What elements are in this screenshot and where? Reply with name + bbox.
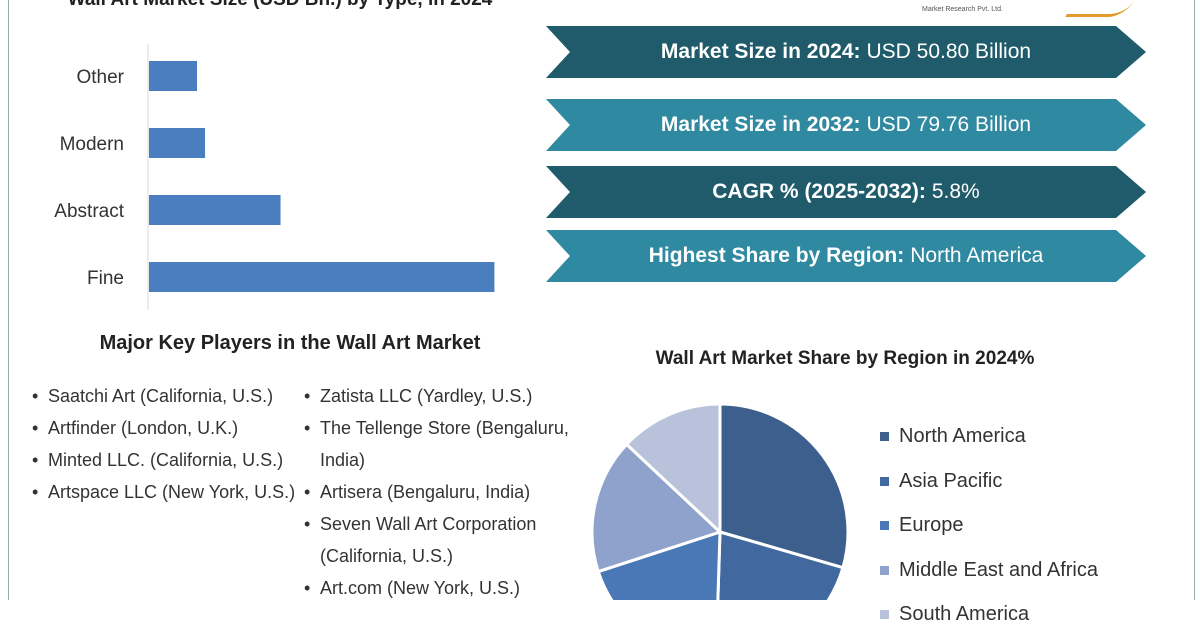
pie-slice-north-america	[718, 402, 850, 570]
legend-label: Europe	[899, 514, 964, 536]
legend-item: Europe	[880, 503, 1098, 548]
banner-value: North America	[910, 244, 1044, 267]
legend-swatch-icon	[880, 521, 889, 531]
frame-border-right	[1194, 0, 1195, 600]
banner-value: USD 50.80 Billion	[866, 40, 1032, 63]
pie-slice-asia-pacific	[716, 530, 845, 600]
legend-label: Asia Pacific	[899, 469, 1003, 492]
bar-tick-label: Fine	[87, 268, 124, 289]
key-players-title: Major Key Players in the Wall Art Market	[99, 332, 481, 354]
pie-slice-middle-east-and-africa	[590, 442, 723, 574]
banner-label: Highest Share by Region:	[648, 244, 905, 267]
bar-chart-title: Wall Art Market Size (USD Bn.) by Type, …	[40, 0, 520, 17]
key-player-item: Artisera (Bengaluru, India)	[290, 476, 610, 508]
banner-label: Market Size in 2024:	[660, 40, 861, 63]
frame-border-left	[8, 0, 9, 600]
banner-market-size-2024: Market Size in 2024: USD 50.80 Billion	[546, 26, 1146, 78]
pie-chart	[590, 402, 850, 600]
banner-value: USD 79.76 Billion	[866, 113, 1032, 136]
pie-slice-south-america	[624, 402, 722, 536]
legend-swatch-icon	[880, 610, 889, 620]
key-players-column-1: Saatchi Art (California, U.S.) Artfinder…	[18, 380, 308, 508]
bar-fine	[149, 262, 495, 292]
key-player-item: Artfinder (London, U.K.)	[18, 412, 308, 444]
key-player-item: The Tellenge Store (Bengaluru, India)	[290, 412, 610, 476]
key-player-item: Art.com (New York, U.S.)	[290, 572, 610, 604]
logo-swoosh-icon	[1065, 0, 1135, 17]
bar-abstract	[149, 195, 281, 225]
key-player-item: Saatchi Art (California, U.S.)	[18, 380, 308, 412]
legend-swatch-icon	[880, 432, 889, 442]
legend-swatch-icon	[880, 565, 889, 575]
key-player-item: Minted LLC. (California, U.S.)	[18, 444, 308, 476]
bar-tick-label: Other	[76, 67, 124, 88]
bar-modern	[149, 128, 206, 158]
legend-item: Middle East and Africa	[880, 548, 1098, 593]
legend-label: North America	[899, 425, 1026, 447]
banner-label: Market Size in 2032:	[660, 113, 861, 136]
key-players-column-2: Zatista LLC (Yardley, U.S.) The Tellenge…	[290, 380, 610, 604]
legend-swatch-icon	[880, 476, 889, 486]
banner-label: CAGR % (2025-2032):	[712, 180, 926, 203]
logo: Market Research Pvt. Ltd.	[922, 6, 1003, 13]
legend-label: South America	[899, 603, 1030, 625]
banner-highest-share: Highest Share by Region: North America	[546, 230, 1146, 282]
key-player-item: Artspace LLC (New York, U.S.)	[18, 476, 308, 508]
banner-cagr: CAGR % (2025-2032): 5.8%	[546, 166, 1146, 218]
legend-item: North America	[880, 414, 1098, 459]
legend-item: South America	[880, 592, 1098, 637]
legend-item: Asia Pacific	[880, 459, 1098, 504]
key-player-item: Zatista LLC (Yardley, U.S.)	[290, 380, 610, 412]
banner-market-size-2032: Market Size in 2032: USD 79.76 Billion	[546, 99, 1146, 151]
pie-chart-title: Wall Art Market Share by Region in 2024%	[655, 348, 1035, 369]
key-player-item: Seven Wall Art Corporation (California, …	[290, 508, 610, 572]
legend-label: Middle East and Africa	[899, 558, 1098, 581]
bar-tick-label: Modern	[60, 134, 124, 155]
bar-other	[149, 61, 198, 91]
pie-legend: North America Asia Pacific Europe Middle Ea…	[880, 414, 1098, 637]
bar-tick-label: Abstract	[54, 201, 124, 222]
banner-value: 5.8%	[931, 180, 980, 203]
pie-slice-europe	[596, 529, 722, 600]
bar-chart: Other Modern Abstract Fine	[54, 44, 495, 310]
